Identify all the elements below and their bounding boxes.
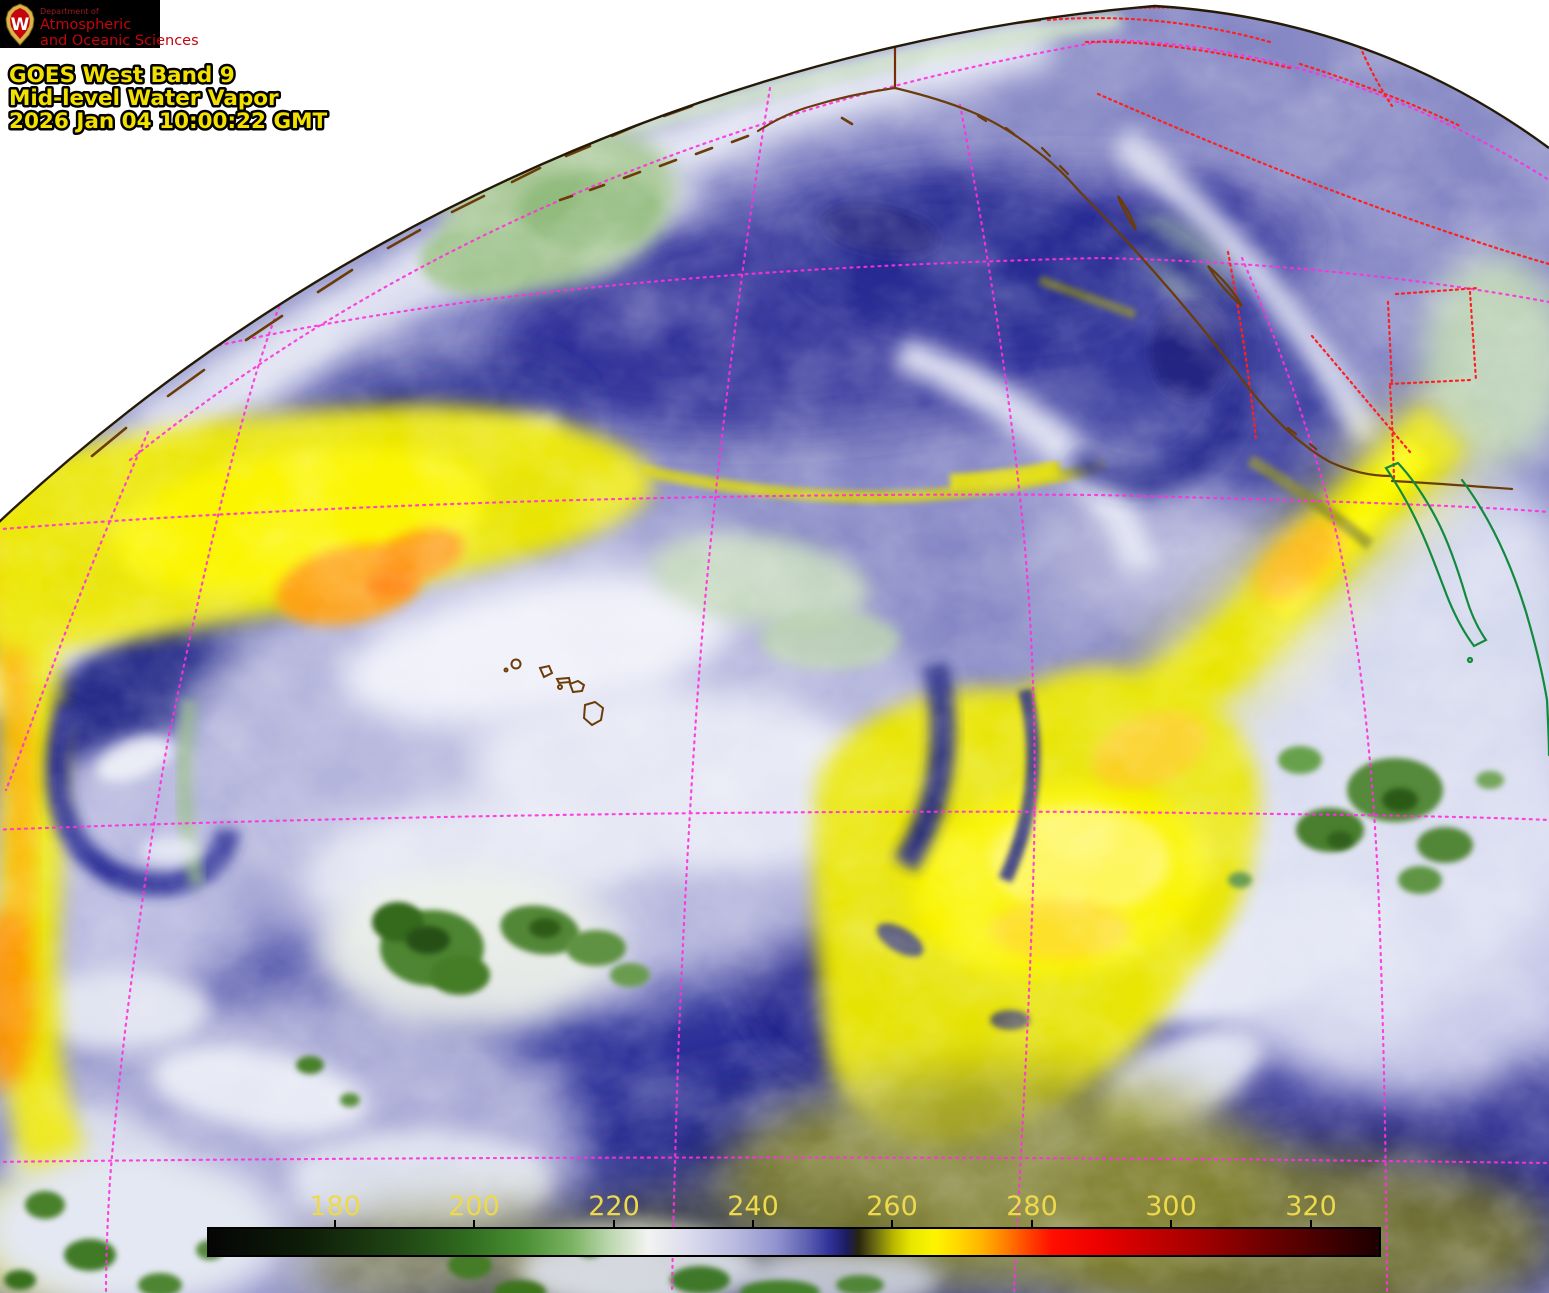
baja-california [1384, 461, 1488, 648]
logo-name-line1: Atmospheric [40, 17, 131, 33]
vancouver-island [1207, 265, 1243, 307]
latitude-line [0, 256, 1549, 412]
uw-aos-logo: W Department of Atmospheric and Oceanic … [0, 0, 199, 49]
earth-limb [0, 4, 1549, 523]
longitude-line [958, 103, 1036, 1293]
colorbar-tick-label: 320 [1285, 1191, 1337, 1222]
aleutian-islands [558, 116, 854, 202]
logo-department-label: Department of [40, 7, 99, 16]
crest-letter: W [11, 15, 30, 35]
longitude-line [670, 86, 772, 1293]
title-satellite-band: GOES West Band 9 [9, 63, 235, 88]
colorbar-tick-label: 240 [727, 1191, 779, 1222]
longitude-line [1240, 256, 1389, 1293]
hawaiian-islands [503, 658, 605, 727]
haida-gwaii [1116, 195, 1138, 231]
logo-name-line2: and Oceanic Sciences [40, 33, 199, 49]
alaska-south-coast [756, 86, 897, 133]
title-timestamp: 2026 Jan 04 10:00:22 GMT [9, 109, 328, 134]
colorbar-tick-label: 220 [588, 1191, 640, 1222]
mexico-coastlines [1384, 461, 1549, 757]
colorbar-tick-label: 300 [1145, 1191, 1197, 1222]
us-mexico-border [1390, 479, 1514, 491]
uw-crest-icon: W [5, 3, 35, 46]
colorbar-tick-labels: 180 200 220 240 260 280 300 320 [309, 1191, 1337, 1222]
colorbar-gradient [207, 1227, 1381, 1257]
longitude-line [4, 430, 150, 792]
west-coast [1078, 190, 1392, 478]
title-annotation: GOES West Band 9 Mid-level Water Vapor 2… [7, 61, 331, 137]
colorbar-tick-label: 260 [866, 1191, 918, 1222]
colorbar: 180 200 220 240 260 280 300 320 [207, 1191, 1381, 1257]
mexico-mainland-coast [1460, 478, 1549, 757]
latlon-grid [0, 38, 1549, 1293]
space-background [0, 0, 1549, 522]
colorbar-tick-label: 180 [309, 1191, 361, 1222]
latitude-line [0, 810, 1549, 832]
title-product: Mid-level Water Vapor [9, 86, 279, 111]
colorbar-tick-label: 280 [1006, 1191, 1058, 1222]
colorbar-tick-label: 200 [448, 1191, 500, 1222]
southeast-alaska-coast [893, 86, 1082, 194]
latitude-line [0, 1156, 1549, 1165]
